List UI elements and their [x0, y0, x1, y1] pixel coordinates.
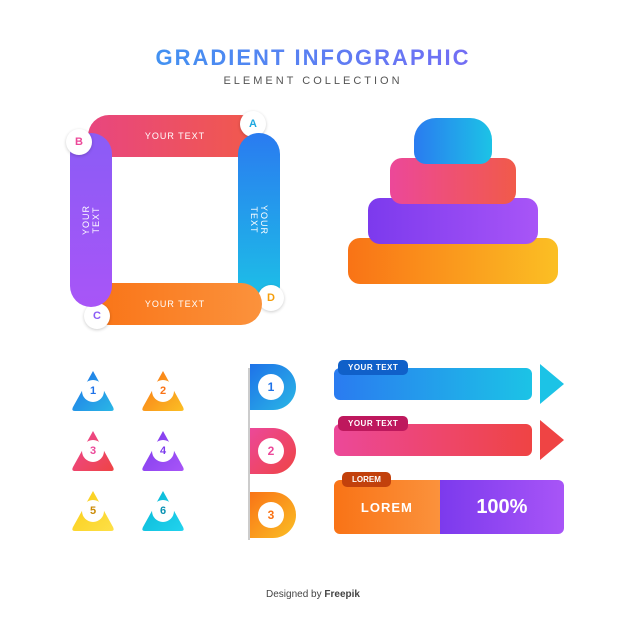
halfcircle-num: 3 — [258, 502, 284, 528]
halfcircle-num: 1 — [258, 374, 284, 400]
pyramid-layer-3 — [368, 198, 538, 244]
arrow-head-icon — [540, 420, 564, 460]
stat-bar: LOREM100%LOREM — [334, 480, 564, 534]
page-subtitle: ELEMENT COLLECTION — [0, 75, 626, 87]
frame-segment-label: YOUR TEXT — [249, 199, 269, 241]
triangle-chip-6: 6 — [135, 485, 191, 535]
footer-credit: Designed by Freepik — [0, 589, 626, 600]
triangle-chip-2: 2 — [135, 365, 191, 415]
statbar-tab: LOREM — [342, 472, 391, 487]
triangle-chip-num: 3 — [82, 440, 104, 462]
halfcircle-steps: 1 2 3 — [248, 358, 308, 550]
triangle-chip-4: 4 — [135, 425, 191, 475]
triangle-chip-num: 1 — [82, 380, 104, 402]
triangle-chip-num: 5 — [82, 500, 104, 522]
triangle-chip-1: 1 — [65, 365, 121, 415]
pyramid: 01020304 — [348, 118, 558, 318]
triangle-chips: 123456 — [65, 365, 225, 545]
statbar-label: LOREM — [334, 480, 440, 534]
halfcircle-step-2: 2 — [248, 422, 308, 480]
arrow-banner-1: YOUR TEXT — [334, 362, 564, 406]
frame-segment-label: YOUR TEXT — [81, 199, 101, 241]
footer-brand: Freepik — [324, 589, 360, 600]
frame-segment-label: YOUR TEXT — [88, 131, 262, 141]
arrow-banners: YOUR TEXT YOUR TEXT — [334, 362, 564, 474]
triangle-row: 34 — [65, 425, 225, 475]
frame-segment-left: YOUR TEXTB — [70, 133, 112, 307]
header: GRADIENT INFOGRAPHIC ELEMENT COLLECTION — [0, 0, 626, 87]
triangle-row: 12 — [65, 365, 225, 415]
pyramid-layer-4 — [348, 238, 558, 284]
triangle-chip-5: 5 — [65, 485, 121, 535]
triangle-chip-num: 2 — [152, 380, 174, 402]
arrow-tag: YOUR TEXT — [338, 360, 408, 375]
halfcircle-step-3: 3 — [248, 486, 308, 544]
arrow-banner-2: YOUR TEXT — [334, 418, 564, 462]
frame-segment-label: YOUR TEXT — [88, 299, 262, 309]
triangle-chip-num: 4 — [152, 440, 174, 462]
halfcircle-step-1: 1 — [248, 358, 308, 416]
page-title: GRADIENT INFOGRAPHIC — [0, 45, 626, 71]
pyramid-layer-2 — [390, 158, 516, 204]
footer-prefix: Designed by — [266, 589, 324, 600]
rounded-frame: YOUR TEXTAYOUR TEXTDYOUR TEXTCYOUR TEXTB — [70, 115, 280, 325]
statbar-value: 100% — [440, 480, 564, 534]
frame-segment-bottom: YOUR TEXTC — [88, 283, 262, 325]
frame-badge-b: B — [66, 129, 92, 155]
frame-segment-right: YOUR TEXTD — [238, 133, 280, 307]
frame-segment-top: YOUR TEXTA — [88, 115, 262, 157]
arrow-tag: YOUR TEXT — [338, 416, 408, 431]
triangle-chip-3: 3 — [65, 425, 121, 475]
pyramid-layer-1 — [414, 118, 492, 164]
halfcircle-num: 2 — [258, 438, 284, 464]
triangle-row: 56 — [65, 485, 225, 535]
triangle-chip-num: 6 — [152, 500, 174, 522]
arrow-head-icon — [540, 364, 564, 404]
